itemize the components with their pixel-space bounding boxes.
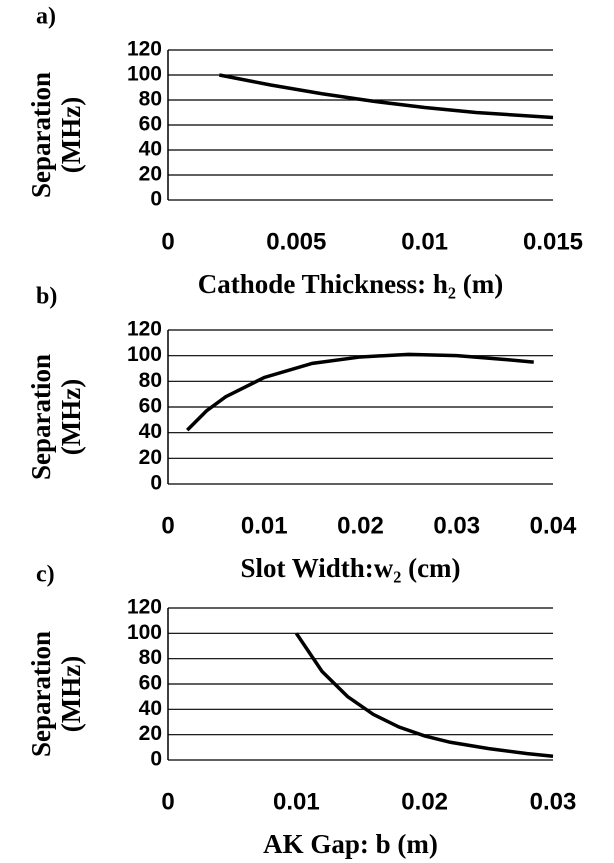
y-axis-label: (MHz) <box>56 656 86 732</box>
panel-label: a) <box>36 4 56 30</box>
data-line <box>218 73 554 120</box>
panel-label: b) <box>36 284 57 310</box>
data-line <box>186 352 534 432</box>
y-tick-label: 60 <box>139 113 162 136</box>
y-axis-label: Separation <box>26 72 56 198</box>
y-tick-label: 0 <box>150 188 162 211</box>
x-axis-label: AK Gap: b (m) <box>263 829 438 859</box>
x-tick-label: 0.005 <box>266 228 326 255</box>
y-tick-label: 40 <box>139 138 162 161</box>
y-tick-label: 120 <box>127 318 162 341</box>
y-tick-label: 80 <box>139 369 162 392</box>
x-tick-label: 0.03 <box>433 512 480 539</box>
y-tick-label: 0 <box>150 748 162 771</box>
y-tick-label: 100 <box>127 63 162 86</box>
x-axis-label: Slot Width:w₂ (cm) <box>240 553 460 583</box>
y-axis-label: Separation <box>26 631 56 757</box>
y-tick-label: 120 <box>127 38 162 61</box>
x-tick-label: 0 <box>161 788 174 815</box>
x-tick-label: 0.03 <box>530 788 577 815</box>
y-axis-label: (MHz) <box>56 97 86 173</box>
x-tick-label: 0.015 <box>523 228 583 255</box>
y-tick-label: 40 <box>139 420 162 443</box>
y-axis-label: Separation <box>26 354 56 480</box>
y-axis-label: (MHz) <box>56 379 86 455</box>
y-tick-label: 20 <box>139 722 162 745</box>
y-tick-label: 20 <box>139 446 162 469</box>
x-tick-label: 0.01 <box>241 512 288 539</box>
x-axis-label: Cathode Thickness: h₂ (m) <box>198 269 503 299</box>
y-tick-label: 80 <box>139 88 162 111</box>
data-line <box>294 632 554 758</box>
x-tick-label: 0.02 <box>337 512 384 539</box>
y-tick-label: 100 <box>127 343 162 366</box>
y-tick-label: 0 <box>150 472 162 495</box>
x-tick-label: 0 <box>161 228 174 255</box>
x-tick-label: 0.01 <box>401 228 448 255</box>
x-tick-label: 0.02 <box>401 788 448 815</box>
panel-label: c) <box>36 562 55 588</box>
y-tick-label: 60 <box>139 395 162 418</box>
y-tick-label: 20 <box>139 163 162 186</box>
y-tick-label: 40 <box>139 697 162 720</box>
y-tick-label: 80 <box>139 646 162 669</box>
y-tick-label: 120 <box>127 596 162 619</box>
y-tick-label: 60 <box>139 672 162 695</box>
y-tick-label: 100 <box>127 621 162 644</box>
x-tick-label: 0 <box>161 512 174 539</box>
x-tick-label: 0.01 <box>273 788 320 815</box>
x-tick-label: 0.04 <box>530 512 577 539</box>
